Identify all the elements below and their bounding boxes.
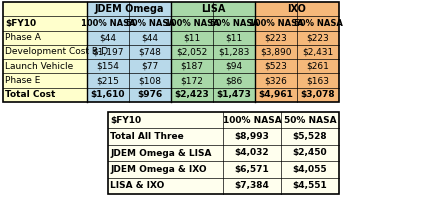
Text: $3,890: $3,890 <box>260 47 292 57</box>
Text: JDEM Omega: JDEM Omega <box>94 4 164 14</box>
Text: $7,384: $7,384 <box>234 181 269 190</box>
Text: $154: $154 <box>97 62 120 71</box>
Text: LISA: LISA <box>201 4 225 14</box>
Text: Development Cost B-D: Development Cost B-D <box>5 47 108 57</box>
Text: $2,423: $2,423 <box>175 90 210 99</box>
Text: $261: $261 <box>307 62 330 71</box>
Text: $523: $523 <box>264 62 288 71</box>
Text: $223: $223 <box>307 33 330 42</box>
Text: $1,610: $1,610 <box>91 90 125 99</box>
Text: 100% NASA: 100% NASA <box>165 19 219 28</box>
Text: $223: $223 <box>264 33 288 42</box>
Bar <box>255 2 339 102</box>
Text: $4,551: $4,551 <box>293 181 327 190</box>
Text: 50% NASA: 50% NASA <box>125 19 175 28</box>
Text: $6,571: $6,571 <box>235 165 269 174</box>
Text: $163: $163 <box>307 76 330 85</box>
Text: 50% NASA: 50% NASA <box>210 19 258 28</box>
Text: 100% NASA: 100% NASA <box>249 19 303 28</box>
Text: $8,993: $8,993 <box>234 132 269 141</box>
Text: JDEM Omega & IXO: JDEM Omega & IXO <box>110 165 206 174</box>
Text: $215: $215 <box>97 76 120 85</box>
Text: $172: $172 <box>181 76 203 85</box>
Bar <box>171 2 255 102</box>
Text: $FY10: $FY10 <box>110 116 141 125</box>
Text: $4,055: $4,055 <box>293 165 327 174</box>
Text: JDEM Omega & LISA: JDEM Omega & LISA <box>110 148 211 158</box>
Text: $976: $976 <box>137 90 163 99</box>
Text: $4,961: $4,961 <box>259 90 293 99</box>
Text: 50% NASA: 50% NASA <box>284 116 336 125</box>
Text: $11: $11 <box>183 33 201 42</box>
Text: $187: $187 <box>180 62 203 71</box>
Text: $2,052: $2,052 <box>176 47 208 57</box>
Text: $5,528: $5,528 <box>293 132 327 141</box>
Text: Launch Vehicle: Launch Vehicle <box>5 62 73 71</box>
Text: $77: $77 <box>141 62 159 71</box>
Text: $FY10: $FY10 <box>5 19 36 28</box>
Text: Total Cost: Total Cost <box>5 90 55 99</box>
Text: $2,450: $2,450 <box>293 148 327 158</box>
Text: $748: $748 <box>139 47 161 57</box>
Bar <box>3 2 339 102</box>
Text: 100% NASA: 100% NASA <box>223 116 281 125</box>
Bar <box>87 2 171 102</box>
Text: $108: $108 <box>139 76 162 85</box>
Text: $94: $94 <box>225 62 243 71</box>
Text: $3,078: $3,078 <box>301 90 335 99</box>
Text: $1,473: $1,473 <box>217 90 252 99</box>
Text: $1,197: $1,197 <box>92 47 124 57</box>
Text: $2,431: $2,431 <box>303 47 334 57</box>
Bar <box>3 2 87 102</box>
Text: IXO: IXO <box>288 4 307 14</box>
Text: $1,283: $1,283 <box>218 47 250 57</box>
Text: Phase E: Phase E <box>5 76 40 85</box>
Text: LISA & IXO: LISA & IXO <box>110 181 164 190</box>
Bar <box>108 112 339 194</box>
Text: 50% NASA: 50% NASA <box>294 19 342 28</box>
Text: $44: $44 <box>141 33 159 42</box>
Text: $11: $11 <box>225 33 243 42</box>
Text: $4,032: $4,032 <box>235 148 269 158</box>
Text: Phase A: Phase A <box>5 33 41 42</box>
Text: $44: $44 <box>100 33 117 42</box>
Text: $326: $326 <box>264 76 288 85</box>
Text: $86: $86 <box>225 76 243 85</box>
Text: 100% NASA: 100% NASA <box>81 19 135 28</box>
Text: Total All Three: Total All Three <box>110 132 184 141</box>
